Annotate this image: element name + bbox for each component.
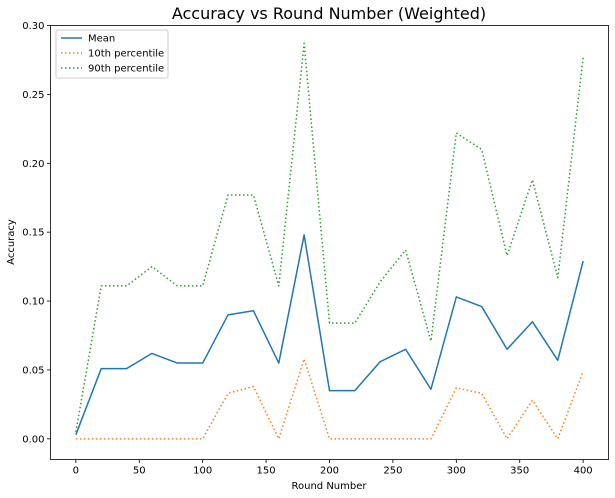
y-tick-label: 0.00 xyxy=(22,434,44,445)
x-axis: 0 50 100 150 200 250 300 350 400 xyxy=(73,459,593,477)
series-line-90th-percentile xyxy=(75,42,584,433)
x-tick-label: 350 xyxy=(510,466,529,477)
y-axis: 0.00 0.05 0.10 0.15 0.20 0.25 0.30 xyxy=(22,21,51,445)
y-tick-label: 0.20 xyxy=(22,159,44,170)
legend-label: Mean xyxy=(88,34,115,45)
legend-label: 90th percentile xyxy=(88,64,164,75)
x-tick-label: 200 xyxy=(320,466,339,477)
plot-area xyxy=(50,25,609,460)
y-tick-label: 0.15 xyxy=(22,228,44,239)
y-axis-label: Accuracy xyxy=(6,219,17,265)
x-tick-label: 150 xyxy=(257,466,276,477)
legend: Mean 10th percentile 90th percentile xyxy=(55,29,169,79)
x-tick-label: 0 xyxy=(73,466,79,477)
legend-box xyxy=(55,29,169,79)
x-tick-label: 50 xyxy=(133,466,146,477)
x-tick-label: 250 xyxy=(383,466,402,477)
series-lines xyxy=(75,42,584,440)
chart-title: Accuracy vs Round Number (Weighted) xyxy=(172,4,486,23)
x-tick-label: 100 xyxy=(193,466,212,477)
series-line-mean xyxy=(75,234,584,435)
y-tick-label: 0.25 xyxy=(22,90,44,101)
y-tick-label: 0.10 xyxy=(22,297,44,308)
x-tick-label: 300 xyxy=(447,466,466,477)
y-tick-label: 0.30 xyxy=(22,21,44,32)
series-line-10th-percentile xyxy=(75,358,584,440)
x-tick-label: 400 xyxy=(574,466,593,477)
legend-label: 10th percentile xyxy=(88,49,164,60)
x-axis-label: Round Number xyxy=(292,481,368,492)
y-tick-label: 0.05 xyxy=(22,365,44,376)
